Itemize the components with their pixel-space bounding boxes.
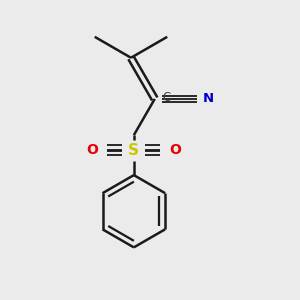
Text: O: O — [86, 143, 98, 158]
Text: C: C — [162, 91, 170, 103]
Text: N: N — [202, 92, 214, 105]
Text: S: S — [128, 143, 139, 158]
Text: O: O — [170, 143, 182, 158]
